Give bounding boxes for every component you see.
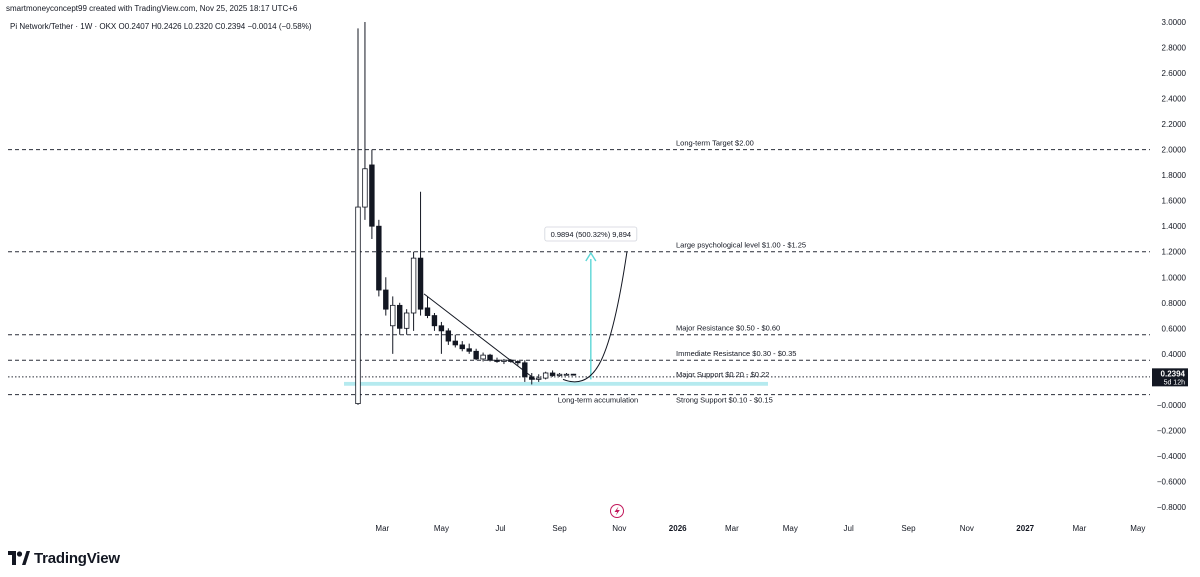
levels-layer: Long-term Target $2.00 Large psychologica… [8,139,1150,405]
candle-body [403,312,410,329]
lightning-icon[interactable] [610,504,624,518]
candle-body [473,350,479,360]
x-tick-label: Sep [552,524,567,533]
y-tick-label: 2.4000 [1162,95,1187,104]
candle-body [417,257,424,310]
candle-body [355,206,361,405]
x-tick-label: Jul [495,524,505,533]
candle-body [494,359,500,362]
price-axis[interactable]: 3.0000 2.8000 2.6000 2.4000 2.2000 2.0000 1.80… [1157,18,1187,512]
x-tick-label: Mar [375,524,389,533]
y-tick-label: 0.4000 [1162,350,1187,359]
candle-body [556,373,563,376]
candle-body [424,307,431,316]
x-tick-label: Sep [901,524,916,533]
candle-body [369,164,375,227]
x-tick-label: Nov [612,524,626,533]
candle-body [570,373,577,376]
candle-body [438,325,445,332]
candle-body [563,373,570,376]
last-price-box [1152,368,1188,387]
candle-body [487,354,493,361]
projection-curve [562,251,628,383]
x-tick-label: May [783,524,798,533]
candle-body [501,359,507,362]
measure-arrow-head [585,251,597,262]
x-tick-label: Mar [1073,524,1087,533]
price-chart[interactable]: Long-term Target $2.00 Large psychologica… [0,0,1200,545]
y-tick-label: −0.2000 [1157,426,1187,435]
y-tick-label: 1.4000 [1162,222,1187,231]
candles-layer [355,22,577,405]
candle-body [549,372,556,376]
candle-body [376,225,382,291]
candle-body [515,361,521,364]
created-line: smartmoneyconcept99 created with Trading… [6,4,298,13]
brand-name: TradingView [34,549,120,567]
candle-body [431,315,438,327]
candle-body [459,344,465,350]
candle-body [410,257,417,314]
last-price-value: 0.2394 [1161,369,1186,378]
x-tick-label: 2026 [669,524,687,533]
candle-body [536,377,542,380]
x-tick-label: May [434,524,449,533]
y-tick-label: 1.8000 [1162,171,1187,180]
y-tick-label: 2.8000 [1162,44,1187,53]
x-tick-label: Nov [960,524,974,533]
y-tick-label: 1.2000 [1162,248,1187,257]
y-tick-label: 0.8000 [1162,299,1187,308]
level-label: Immediate Resistance $0.30 - $0.35 [676,349,796,358]
y-tick-label: −0.6000 [1157,477,1187,486]
level-label: Major Support $0.20 - $0.22 [676,370,769,379]
candle-body [466,348,472,352]
candle-body [452,340,458,346]
candle-body [390,304,396,327]
y-tick-label: −0.8000 [1157,503,1187,512]
y-tick-label: 1.6000 [1162,197,1187,206]
y-tick-label: −0.0000 [1157,401,1187,410]
y-tick-label: 2.2000 [1162,120,1187,129]
tradingview-brand[interactable]: TradingView [8,549,120,567]
zone-layer: Long-term accumulation [344,381,768,405]
y-tick-label: 3.0000 [1162,18,1187,27]
candle-body [396,304,403,329]
level-label: Major Resistance $0.50 - $0.60 [676,324,780,333]
level-label: Strong Support $0.10 - $0.15 [676,396,773,405]
measure-label: 0.9894 (500.32%) 9,894 [551,230,631,239]
x-tick-label: Jul [844,524,854,533]
candle-body [362,168,368,208]
accumulation-label: Long-term accumulation [558,396,638,405]
candle-body [383,289,389,310]
drawings-layer: 0.9894 (500.32%) 9,894 [423,226,638,383]
y-tick-label: 2.0000 [1162,146,1187,155]
y-tick-label: 2.6000 [1162,69,1187,78]
candle-body [542,372,549,379]
x-tick-label: May [1130,524,1145,533]
level-label: Large psychological level $1.00 - $1.25 [676,241,806,250]
bar-countdown: 5d 12h [1164,379,1186,386]
x-tick-label: Mar [725,524,739,533]
symbol-legend: Pi Network/Tether · 1W · OKX O0.2407 H0.… [10,22,312,31]
candle-body [480,354,486,360]
time-axis[interactable]: Mar May Jul Sep Nov 2026 Mar May Jul Sep Nov 2027 Ma… [375,524,1145,533]
tradingview-logo-icon [8,551,30,565]
accumulation-zone [344,381,768,386]
candle-body [445,330,452,342]
trendline [423,293,536,380]
y-tick-label: 0.6000 [1162,324,1187,333]
y-tick-label: −0.4000 [1157,452,1187,461]
x-tick-label: 2027 [1016,524,1034,533]
y-tick-label: 1.0000 [1162,273,1187,282]
measure-label-box [544,226,638,242]
level-label: Long-term Target $2.00 [676,139,754,148]
lightning-icon-bolt [614,506,620,516]
